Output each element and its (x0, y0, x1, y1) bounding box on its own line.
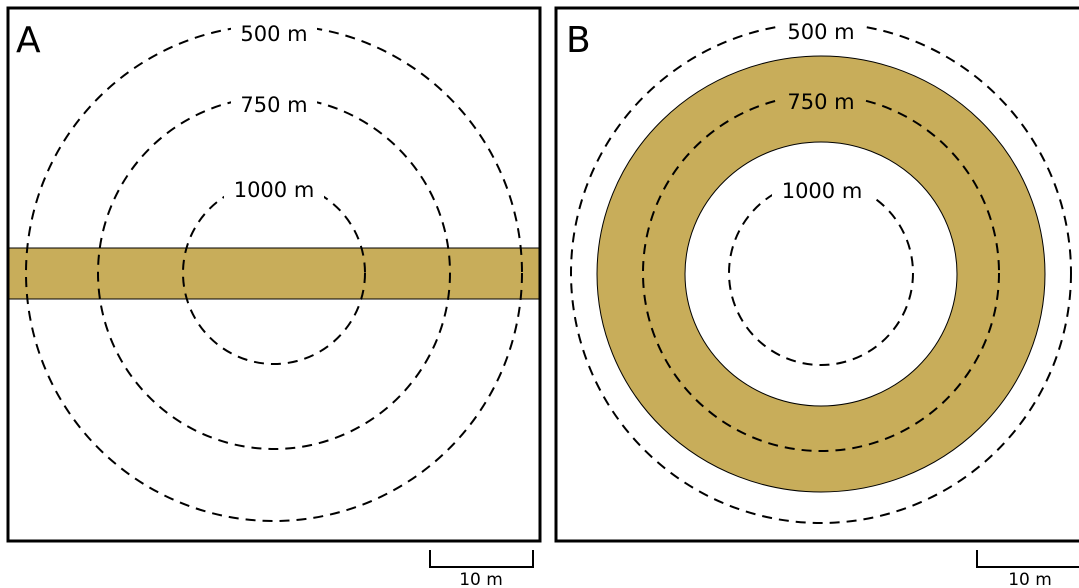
panel-b-ring-band (596, 55, 1046, 493)
panel-b-scale-bar: 10 m (976, 550, 1079, 588)
panel-a-scale-label: 10 m (459, 570, 503, 588)
panel-a-contour-label-750: 750 m (240, 93, 307, 117)
panel-a-letter: A (16, 20, 41, 61)
panel-b-label-500-bg (778, 18, 864, 44)
panel-b-frame (554, 6, 1079, 543)
panel-b-letter: B (566, 20, 591, 61)
panel-a-contour-750 (97, 96, 451, 450)
panel-a-contour-label-1000: 1000 m (234, 178, 315, 202)
panel-a-label-500-bg (231, 20, 317, 46)
panel-b-label-750-bg (778, 88, 864, 114)
panel-a-contour-label-500: 500 m (240, 22, 307, 46)
panel-a-frame (6, 6, 542, 543)
panel-b-contour-label-500: 500 m (787, 20, 854, 44)
panel-b-label-1000-bg (772, 177, 872, 203)
panel-a-strip-band (8, 247, 540, 300)
panel-a-label-1000-bg (224, 176, 324, 202)
panel-a-contour-500 (25, 24, 523, 522)
panel-b-contour-1000 (728, 180, 914, 366)
panel-a: 500 m 750 m 1000 m A 10 m (6, 6, 542, 588)
panel-b-contour-label-1000: 1000 m (782, 179, 863, 203)
panel-b-contour-label-750: 750 m (787, 90, 854, 114)
panel-b: 500 m 750 m 1000 m B 10 m (554, 6, 1079, 588)
panel-a-label-750-bg (231, 91, 317, 117)
panel-a-scale-bar: 10 m (429, 550, 534, 588)
panel-b-scale-label: 10 m (1008, 570, 1052, 588)
